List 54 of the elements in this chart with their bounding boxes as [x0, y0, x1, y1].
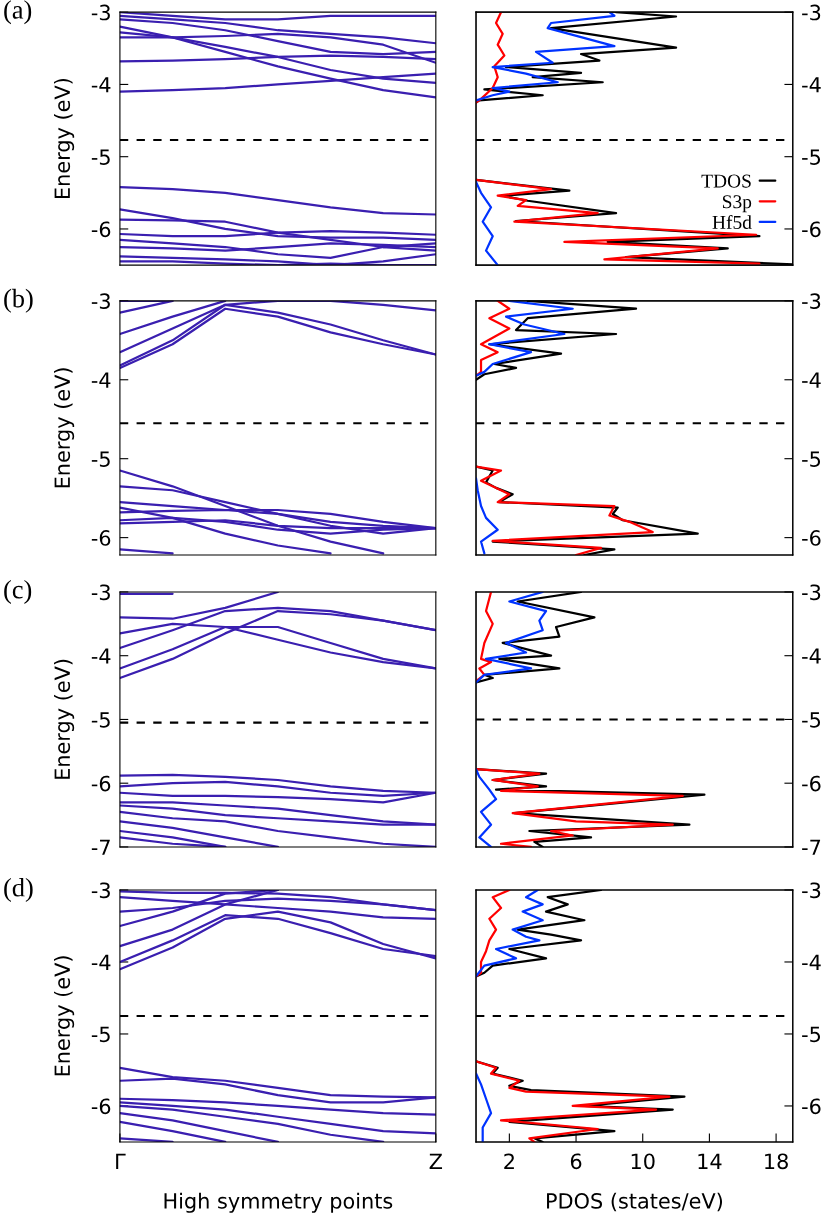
y-tick-label: -5 — [91, 149, 110, 165]
y-tick-label: -3 — [91, 882, 110, 899]
chart-title: (c) — [4, 579, 32, 604]
x-tick-label: Z — [429, 1153, 443, 1169]
y2-tick-label: -6 — [802, 530, 821, 546]
y2-tick-label: -6 — [802, 221, 821, 238]
x-axis-title: High symmetry points — [164, 1192, 393, 1213]
y2-tick-label: -4 — [802, 954, 821, 970]
y2-tick-label: -5 — [802, 451, 821, 467]
x-tick-label: 6 — [570, 1153, 582, 1170]
y-tick-label: -6 — [91, 530, 111, 546]
x-tick-label: 14 — [698, 1153, 722, 1169]
y2-tick-label: -4 — [802, 77, 821, 93]
y2-tick-label: -6 — [802, 1098, 821, 1115]
y-tick-label: -4 — [91, 954, 111, 970]
y2-tick-label: -3 — [802, 293, 821, 310]
y2-tick-label: -5 — [802, 1026, 821, 1043]
chart-title: (b) — [4, 288, 33, 313]
legend-label: S3p — [722, 195, 752, 213]
y2-tick-label: -5 — [802, 712, 821, 728]
y-tick-label: -6 — [91, 221, 111, 238]
y-tick-label: -5 — [91, 712, 110, 728]
y-tick-label: -5 — [91, 1026, 110, 1043]
y2-tick-label: -3 — [802, 882, 821, 899]
y-tick-label: -5 — [91, 451, 110, 467]
y2-tick-label: -4 — [802, 372, 821, 388]
legend-label: TDOS — [701, 174, 751, 188]
y-tick-label: -6 — [91, 1098, 111, 1115]
y2-tick-label: -7 — [802, 839, 821, 855]
y-tick-label: -7 — [91, 839, 110, 855]
x-tick-label: 2 — [504, 1153, 514, 1169]
y-tick-label: -4 — [91, 77, 111, 93]
chart-title: (a) — [4, 0, 32, 25]
x-tick-label: Γ — [116, 1153, 126, 1169]
y-axis-title: Energy (eV) — [54, 956, 75, 1076]
y-axis-title: Energy (eV) — [54, 659, 75, 779]
y-tick-label: -3 — [91, 584, 110, 601]
y-tick-label: -4 — [91, 372, 111, 388]
legend-label: Hf5d — [712, 215, 752, 229]
y2-tick-label: -4 — [802, 648, 821, 664]
y-tick-label: -3 — [91, 293, 110, 310]
y-tick-label: -4 — [91, 648, 111, 664]
y2-tick-label: -3 — [802, 4, 821, 21]
y-axis-title: Energy (eV) — [54, 78, 75, 199]
y-tick-label: -6 — [91, 775, 111, 792]
x-axis-title: PDOS (states/eV) — [547, 1192, 723, 1212]
chart-title: (d) — [4, 878, 33, 902]
x-tick-label: 18 — [765, 1153, 788, 1170]
y-tick-label: -3 — [91, 4, 110, 21]
y2-tick-label: -5 — [802, 149, 821, 165]
y2-tick-label: -6 — [802, 775, 821, 792]
y2-tick-label: -3 — [802, 584, 821, 601]
y-axis-title: Energy (eV) — [54, 368, 75, 488]
x-tick-label: 10 — [631, 1153, 655, 1170]
